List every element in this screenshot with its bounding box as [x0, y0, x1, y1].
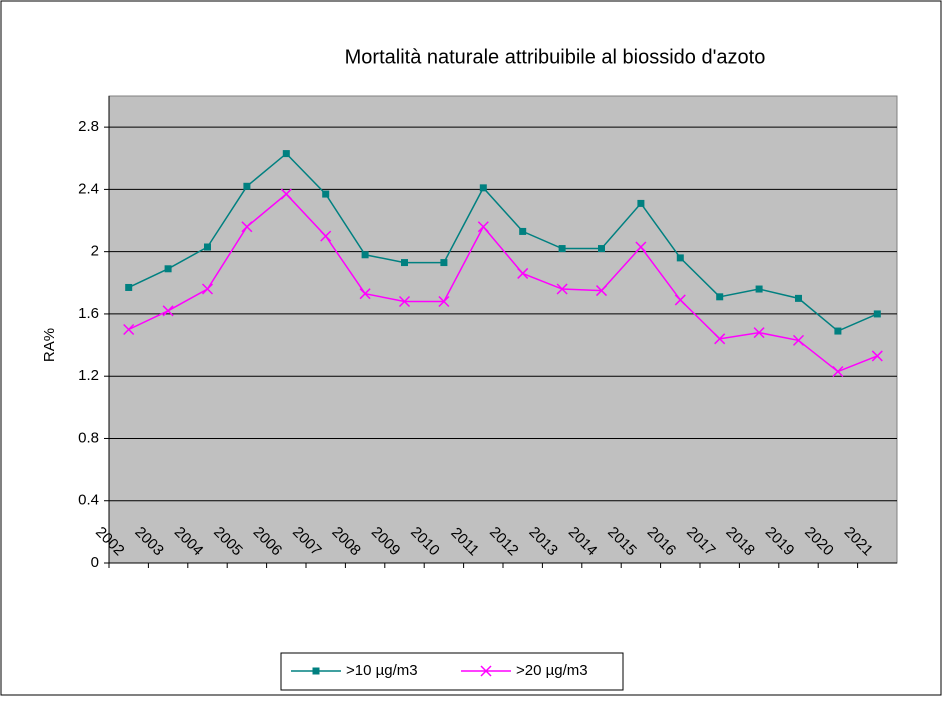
marker — [438, 295, 450, 308]
marker — [361, 251, 369, 259]
marker — [716, 293, 724, 301]
marker — [834, 327, 842, 335]
marker — [123, 323, 135, 336]
marker — [595, 285, 608, 297]
legend-label: >10 µg/m3 — [346, 662, 418, 679]
marker — [873, 310, 881, 318]
marker — [280, 188, 292, 200]
marker — [320, 230, 332, 242]
marker — [792, 334, 805, 346]
marker — [556, 283, 568, 295]
legend-label: >20 µg/m3 — [516, 662, 588, 679]
marker — [714, 333, 726, 345]
marker — [164, 265, 172, 273]
marker — [477, 221, 489, 233]
y-tick-label: 0.8 — [78, 429, 99, 446]
marker — [674, 294, 686, 306]
plot-area — [108, 95, 898, 564]
marker — [201, 283, 214, 295]
marker — [162, 305, 174, 317]
marker — [832, 365, 844, 378]
marker — [359, 288, 371, 300]
y-tick-label: 0 — [91, 554, 99, 571]
chart-title: Mortalità naturale attribuibile al bioss… — [345, 46, 766, 68]
marker — [635, 241, 647, 253]
marker — [637, 199, 645, 207]
marker — [558, 245, 566, 253]
marker — [871, 350, 883, 362]
y-tick-label: 1.6 — [78, 305, 99, 322]
marker — [519, 227, 527, 235]
legend-marker — [480, 665, 492, 677]
marker — [755, 285, 763, 293]
series-line — [128, 193, 878, 373]
legend-marker — [312, 667, 320, 675]
marker — [517, 267, 529, 279]
marker — [795, 294, 802, 302]
marker — [243, 182, 251, 190]
marker — [322, 190, 330, 198]
y-tick-label: 2.8 — [78, 118, 99, 135]
marker — [125, 283, 133, 291]
marker — [398, 295, 411, 308]
y-tick-label: 1.2 — [78, 367, 99, 384]
y-tick-label: 2 — [91, 243, 99, 260]
marker — [282, 150, 290, 158]
y-tick-label: 2.4 — [78, 180, 99, 197]
y-tick-label: 0.4 — [78, 492, 99, 509]
marker — [598, 245, 605, 253]
marker — [440, 259, 448, 267]
marker — [401, 259, 408, 267]
y-axis-label: RA% — [41, 328, 58, 362]
marker — [479, 184, 487, 192]
marker — [753, 327, 765, 339]
series-line — [128, 152, 878, 332]
marker — [241, 221, 253, 233]
marker — [204, 243, 211, 251]
marker — [676, 254, 684, 262]
